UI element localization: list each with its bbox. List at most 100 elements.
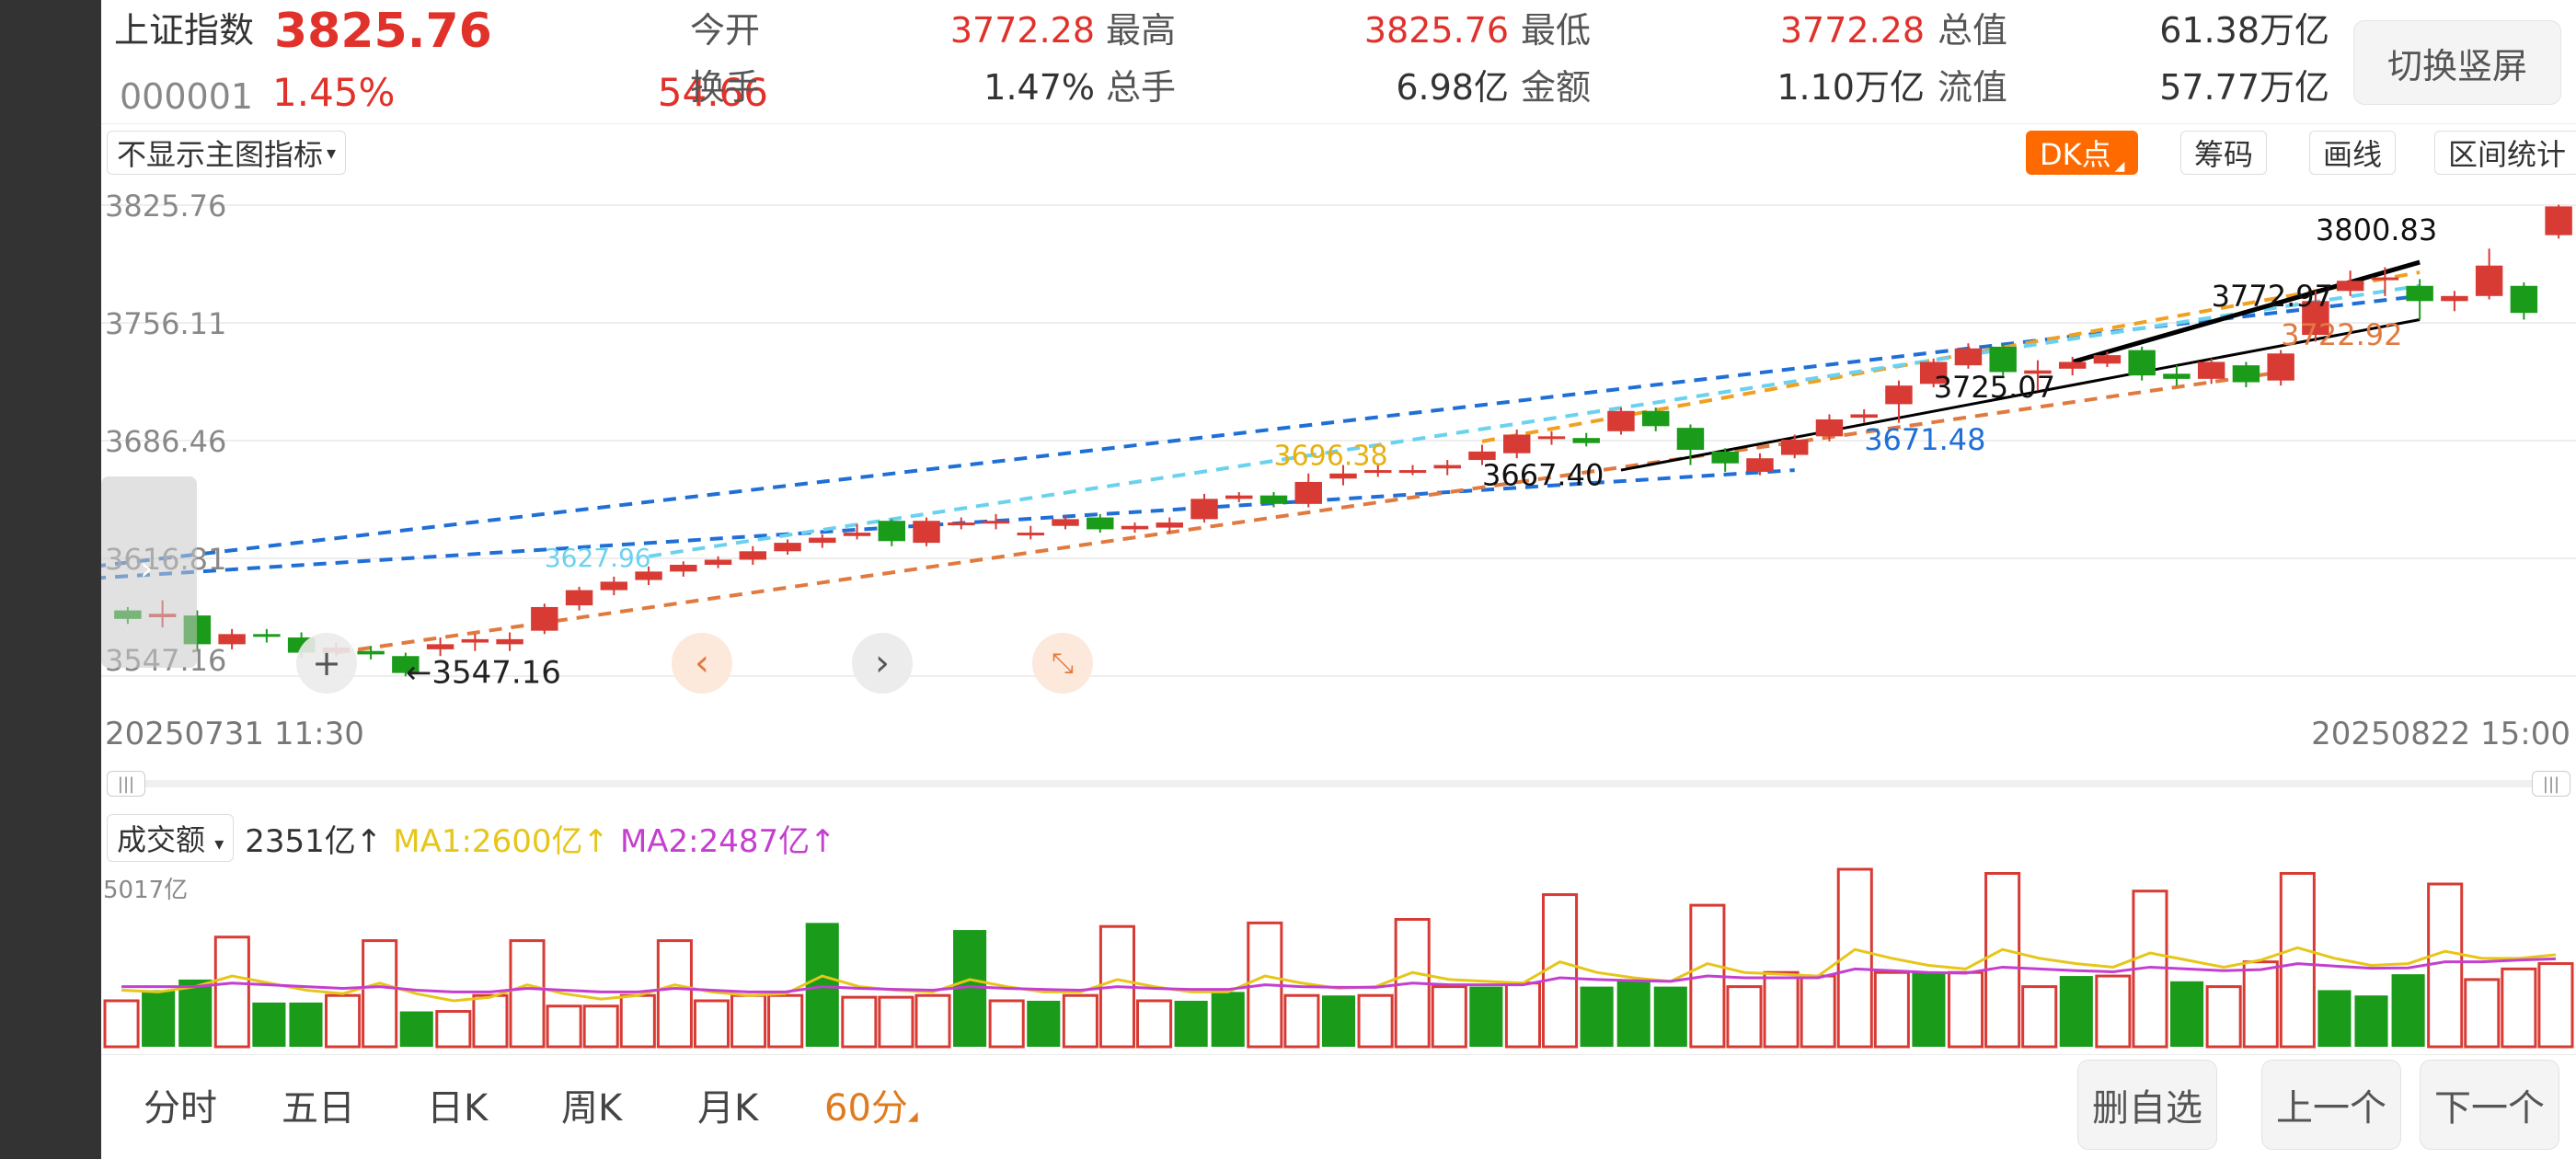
chevron-left-icon: ‹ [695, 642, 709, 684]
prev-candle-button[interactable]: ‹ [672, 633, 732, 694]
range-stats-button[interactable]: 区间统计 [2434, 131, 2576, 175]
dk-point-label: DK点 [2040, 137, 2111, 172]
candle-body [843, 533, 871, 536]
draw-line-button[interactable]: 画线 [2309, 131, 2397, 175]
candle-body [635, 571, 662, 580]
volume-bar [2170, 981, 2204, 1047]
candle-body [1572, 438, 1600, 443]
dropdown-arrow-icon: ▾ [214, 832, 224, 855]
volume-axis-max: 5017亿 [103, 877, 188, 904]
chart-range-scrollbar[interactable]: ||| ||| [107, 771, 2570, 797]
stock-chart-app: 上证指数 3825.76 000001 1.45% 54.66 今开 3772.… [101, 0, 2576, 1159]
price-annotation: 3772.97 [2212, 279, 2333, 314]
volume-select-label: 成交额 [117, 822, 206, 857]
volume-bar [805, 923, 839, 1047]
price-axis-label: 3756.11 [105, 306, 226, 341]
end-datetime: 20250822 15:00 [2311, 716, 2570, 752]
tab-daily[interactable]: 日K [427, 1087, 489, 1130]
volume-bar [1616, 979, 1650, 1047]
candle-body [2406, 285, 2433, 302]
candle-body [704, 559, 732, 566]
next-stock-button[interactable]: 下一个 [2420, 1060, 2559, 1150]
volume-bar [1912, 972, 1946, 1047]
index-name: 上证指数 [114, 10, 255, 51]
divider [101, 1054, 2576, 1055]
candle-body [1156, 522, 1183, 528]
volume-bar [178, 979, 213, 1047]
candle-body [2093, 355, 2122, 364]
left-scroll-overlay[interactable]: › [101, 476, 197, 668]
left-sidebar-strip [0, 0, 101, 1159]
tab-five-day[interactable]: 五日 [282, 1087, 355, 1130]
trend-line [648, 283, 2421, 558]
stat-value-total-value: 61.38万亿 [2159, 10, 2329, 51]
price-annotation: 3800.83 [2316, 212, 2437, 247]
candle-body [1017, 533, 1045, 536]
dropdown-arrow-icon: ▾ [327, 142, 337, 164]
candle-body [1885, 385, 1913, 405]
crosshair-icon: + [312, 643, 341, 683]
candle-body [1468, 451, 1496, 461]
divider [101, 123, 2576, 124]
trend-line [1620, 318, 2421, 472]
volume-bar [362, 939, 398, 1049]
crosshair-button[interactable]: + [296, 633, 357, 694]
candle-body [496, 638, 523, 645]
candle-body [2197, 361, 2225, 379]
volume-bar [546, 1004, 582, 1049]
volume-current: 2351亿↑ [245, 822, 383, 860]
volume-bar [325, 993, 362, 1049]
price-annotation: 3667.40 [1482, 458, 1604, 493]
remove-watchlist-button[interactable]: 删自选 [2077, 1060, 2217, 1150]
candle-body [2336, 281, 2364, 292]
price-annotation: 3627.96 [545, 543, 651, 573]
change-amount: 54.66 [657, 70, 768, 115]
candle-body [2267, 353, 2294, 381]
volume-bar [2537, 962, 2574, 1049]
stat-label-turnover: 换手 [690, 67, 761, 108]
price-annotation: 3725.07 [1934, 370, 2055, 405]
volume-bar [2427, 882, 2464, 1049]
tab-monthly[interactable]: 月K [697, 1087, 759, 1130]
volume-bar [435, 1010, 472, 1049]
trend-lines [101, 259, 2421, 655]
tab-weekly[interactable]: 周K [561, 1087, 623, 1130]
next-candle-button[interactable]: › [852, 633, 913, 694]
start-datetime: 20250731 11:30 [105, 716, 364, 752]
candle-body [774, 543, 801, 552]
trend-line [336, 370, 2282, 655]
chip-distribution-button[interactable]: 筹码 [2180, 131, 2268, 175]
volume-bar [582, 1004, 619, 1049]
tab-intraday[interactable]: 分时 [144, 1087, 217, 1130]
stat-value-low: 3772.28 [1779, 10, 1925, 51]
volume-bar [1283, 993, 1320, 1049]
volume-bar [1211, 992, 1245, 1047]
switch-portrait-button[interactable]: 切换竖屏 [2353, 20, 2561, 105]
scroll-handle-right[interactable]: ||| [2532, 771, 2570, 797]
volume-chart: 5017亿 [103, 867, 2574, 1049]
volume-bar [2391, 974, 2425, 1047]
candle-body [1225, 495, 1253, 499]
stat-label-low: 最低 [1521, 10, 1592, 51]
shrink-button[interactable]: ⤡ [1032, 633, 1093, 694]
current-price: 3825.76 [274, 4, 492, 59]
candle-body [1433, 465, 1461, 469]
volume-bars [103, 867, 2574, 1049]
volume-bar [2205, 985, 2242, 1049]
volume-indicator-select[interactable]: 成交额 ▾ [107, 814, 235, 862]
dk-point-button[interactable]: DK点 ◢ [2026, 131, 2139, 175]
candle-body [1780, 440, 1809, 455]
candle-body [600, 581, 628, 591]
tab-60min[interactable]: 60分◢ [824, 1078, 918, 1131]
volume-bar [1027, 1000, 1061, 1047]
main-indicator-select[interactable]: 不显示主图指标 ▾ [107, 131, 347, 175]
tab-60min-label: 60分 [824, 1087, 908, 1130]
previous-stock-button[interactable]: 上一个 [2261, 1060, 2401, 1150]
volume-bar [509, 939, 546, 1049]
candle-body [531, 606, 558, 631]
trend-line [2071, 259, 2421, 364]
scroll-handle-left[interactable]: ||| [107, 771, 145, 797]
ma2-line [121, 957, 2557, 993]
volume-bar [1947, 970, 1984, 1049]
